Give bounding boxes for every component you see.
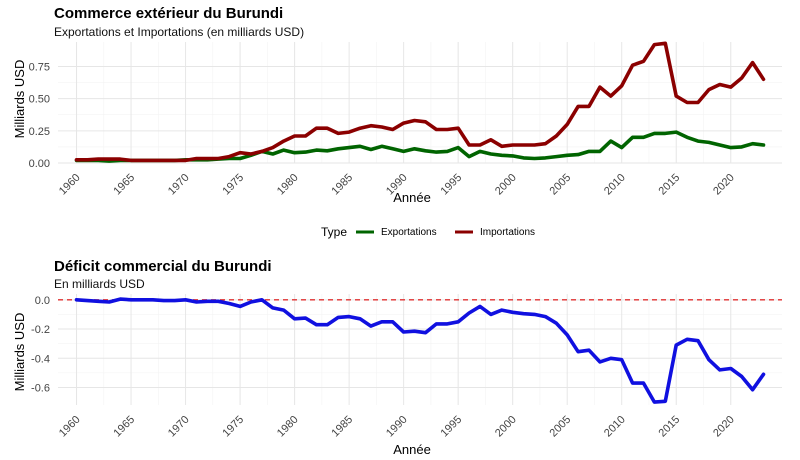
y-tick-label: 0.0 xyxy=(35,295,50,307)
x-tick-label: 2020 xyxy=(711,414,737,440)
chart2-x-axis-title: Année xyxy=(393,442,431,457)
legend: Type Exportations Importations xyxy=(321,225,535,239)
chart2-series xyxy=(74,297,766,404)
y-tick-label: 0.25 xyxy=(29,126,50,138)
chart2-y-axis-title: Milliards USD xyxy=(12,313,27,392)
legend-title: Type xyxy=(321,225,347,239)
x-tick-label: 1975 xyxy=(220,172,246,198)
chart1-subtitle: Exportations et Importations (en milliar… xyxy=(54,25,304,39)
x-tick-label: 1975 xyxy=(220,414,246,440)
y-tick-label: -0.2 xyxy=(31,324,50,336)
x-tick-label: 1995 xyxy=(438,414,464,440)
chart1-x-axis-title: Année xyxy=(393,190,431,205)
x-tick-label: 1960 xyxy=(57,414,83,440)
chart1-y-axis-title: Milliards USD xyxy=(12,60,27,139)
x-tick-label: 2015 xyxy=(657,414,683,440)
x-tick-label: 2020 xyxy=(711,172,737,198)
series-line-importations xyxy=(74,41,766,163)
x-tick-label: 2015 xyxy=(657,172,683,198)
x-tick-label: 1970 xyxy=(166,172,192,198)
x-tick-label: 1980 xyxy=(275,172,301,198)
chart2-subtitle: En milliards USD xyxy=(54,277,145,291)
x-tick-label: 1985 xyxy=(329,172,355,198)
chart1-title: Commerce extérieur du Burundi xyxy=(54,5,283,22)
chart1-grid xyxy=(58,42,782,164)
y-tick-label: 0.75 xyxy=(29,61,50,73)
series-line-déficit xyxy=(74,297,766,404)
legend-label-exportations: Exportations xyxy=(381,227,437,238)
chart2-y-ticks: 0.0 -0.2 -0.4 -0.6 xyxy=(31,295,50,395)
chart2-x-ticks: 1960 1965 1970 1975 1980 1985 1990 1995 2000 2005… xyxy=(57,414,737,440)
chart1-y-ticks: 0.00 0.25 0.50 0.75 xyxy=(29,61,50,170)
x-tick-label: 1960 xyxy=(57,172,83,198)
x-tick-label: 1995 xyxy=(438,172,464,198)
x-tick-label: 2000 xyxy=(493,172,519,198)
x-tick-label: 2005 xyxy=(548,172,574,198)
x-tick-label: 1970 xyxy=(166,414,192,440)
y-tick-label: -0.6 xyxy=(31,382,50,394)
x-tick-label: 1965 xyxy=(111,414,137,440)
chart2-title: Déficit commercial du Burundi xyxy=(54,258,272,275)
y-tick-label: -0.4 xyxy=(31,353,50,365)
chart1-series xyxy=(74,41,766,163)
y-tick-label: 0.00 xyxy=(29,158,50,170)
x-tick-label: 1965 xyxy=(111,172,137,198)
x-tick-label: 2000 xyxy=(493,414,519,440)
x-tick-label: 1985 xyxy=(329,414,355,440)
x-tick-label: 2005 xyxy=(548,414,574,440)
x-tick-label: 1990 xyxy=(384,414,410,440)
y-tick-label: 0.50 xyxy=(29,94,50,106)
series-line-exportations xyxy=(74,130,766,163)
legend-label-importations: Importations xyxy=(480,227,535,238)
x-tick-label: 1980 xyxy=(275,414,301,440)
x-tick-label: 2010 xyxy=(602,414,628,440)
chart2-grid xyxy=(58,294,782,405)
x-tick-label: 2010 xyxy=(602,172,628,198)
